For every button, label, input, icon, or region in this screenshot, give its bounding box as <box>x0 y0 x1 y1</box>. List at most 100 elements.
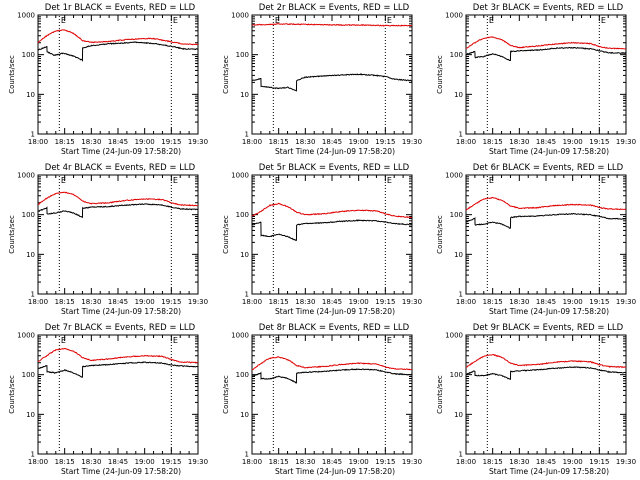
events-series-line <box>251 368 413 384</box>
x-tick-label: 18:00 <box>242 138 262 146</box>
y-tick-label: 1 <box>31 451 35 459</box>
x-tick-label: 19:15 <box>589 298 609 306</box>
x-tick-label: 18:30 <box>509 458 529 466</box>
y-axis-label: Counts/sec <box>436 55 444 94</box>
x-tick-label: 18:00 <box>456 458 476 466</box>
x-tick-label: 18:30 <box>81 138 101 146</box>
event-marker-label: E <box>61 16 66 25</box>
x-tick-label: 19:30 <box>616 458 636 466</box>
event-marker-label: E <box>275 16 280 25</box>
x-tick-label: 18:15 <box>483 298 503 306</box>
y-tick-label: 1000 <box>445 12 463 20</box>
x-tick-label: 18:15 <box>483 138 503 146</box>
y-tick-label: 10 <box>240 91 249 99</box>
y-tick-label: 1 <box>245 291 249 299</box>
x-tick-label: 19:30 <box>402 458 422 466</box>
events-series-line <box>37 203 199 219</box>
x-tick-label: 19:00 <box>349 298 369 306</box>
x-tick-label: 18:00 <box>242 298 262 306</box>
chart-panel: Det 1r BLACK = Events, RED = LLD 1 10 100 10… <box>8 3 208 156</box>
x-tick-label: 19:15 <box>375 458 395 466</box>
lld-series-line <box>465 354 627 369</box>
x-tick-label: 18:45 <box>108 138 128 146</box>
y-axis-label: Counts/sec <box>222 375 230 414</box>
x-tick-label: 19:15 <box>375 298 395 306</box>
x-tick-label: 18:15 <box>55 458 75 466</box>
event-marker-label: E <box>61 336 66 345</box>
events-series-line <box>465 46 627 62</box>
events-series-line <box>37 41 199 62</box>
event-marker-label: E <box>601 16 606 25</box>
lld-series-line <box>465 36 627 50</box>
x-tick-label: 19:30 <box>402 298 422 306</box>
y-tick-label: 10 <box>240 411 249 419</box>
x-axis-label: Start Time (24-Jun-09 17:58:20) <box>275 147 395 156</box>
chart-panel: Det 6r BLACK = Events, RED = LLD 1 10 100 10… <box>436 163 636 316</box>
x-tick-label: 19:15 <box>589 458 609 466</box>
x-tick-label: 19:00 <box>135 138 155 146</box>
x-tick-label: 18:00 <box>242 458 262 466</box>
chart-title: Det 6r BLACK = Events, RED = LLD <box>473 163 624 173</box>
y-tick-label: 1 <box>459 291 463 299</box>
y-tick-label: 10 <box>26 251 35 259</box>
x-tick-label: 19:30 <box>402 138 422 146</box>
x-tick-label: 18:00 <box>456 298 476 306</box>
x-tick-label: 19:00 <box>349 458 369 466</box>
y-tick-label: 10 <box>454 251 463 259</box>
x-tick-label: 18:30 <box>509 298 529 306</box>
x-tick-label: 18:00 <box>456 138 476 146</box>
x-axis-label: Start Time (24-Jun-09 17:58:20) <box>489 147 609 156</box>
y-tick-label: 1000 <box>231 172 249 180</box>
y-tick-label: 100 <box>236 371 249 379</box>
y-tick-label: 1 <box>459 131 463 139</box>
lld-series-line <box>37 191 199 207</box>
x-axis-label: Start Time (24-Jun-09 17:58:20) <box>275 467 395 476</box>
y-tick-label: 100 <box>236 51 249 59</box>
event-marker-label: E <box>387 176 392 185</box>
chart-title: Det 1r BLACK = Events, RED = LLD <box>45 3 196 13</box>
x-tick-label: 18:45 <box>322 298 342 306</box>
x-tick-label: 18:45 <box>108 458 128 466</box>
y-tick-label: 1000 <box>445 332 463 340</box>
y-axis-label: Counts/sec <box>222 215 230 254</box>
chart-title: Det 9r BLACK = Events, RED = LLD <box>473 323 624 333</box>
x-tick-label: 18:30 <box>509 138 529 146</box>
event-marker-label: E <box>387 336 392 345</box>
y-tick-label: 1 <box>31 291 35 299</box>
x-axis-label: Start Time (24-Jun-09 17:58:20) <box>275 307 395 316</box>
x-tick-label: 18:00 <box>28 298 48 306</box>
x-tick-label: 18:30 <box>295 458 315 466</box>
x-tick-label: 18:30 <box>81 298 101 306</box>
y-tick-label: 10 <box>454 411 463 419</box>
x-tick-label: 19:15 <box>375 138 395 146</box>
y-axis-label: Counts/sec <box>436 215 444 254</box>
event-marker-label: E <box>61 176 66 185</box>
chart-title: Det 3r BLACK = Events, RED = LLD <box>473 3 624 13</box>
x-tick-label: 19:15 <box>589 138 609 146</box>
x-tick-label: 18:30 <box>81 458 101 466</box>
chart-panel: Det 2r BLACK = Events, RED = LLD 1 10 100 10… <box>222 3 422 156</box>
x-tick-label: 19:00 <box>563 298 583 306</box>
x-tick-label: 18:45 <box>536 458 556 466</box>
y-tick-label: 1000 <box>445 172 463 180</box>
x-axis-label: Start Time (24-Jun-09 17:58:20) <box>489 307 609 316</box>
chart-title: Det 2r BLACK = Events, RED = LLD <box>259 3 410 13</box>
x-tick-label: 19:00 <box>563 138 583 146</box>
events-series-line <box>251 73 413 92</box>
event-marker-label: E <box>387 16 392 25</box>
y-tick-label: 1 <box>459 451 463 459</box>
y-tick-label: 10 <box>26 91 35 99</box>
chart-title: Det 4r BLACK = Events, RED = LLD <box>45 163 196 173</box>
event-marker-label: E <box>173 176 178 185</box>
x-tick-label: 18:15 <box>269 458 289 466</box>
y-tick-label: 100 <box>22 371 35 379</box>
y-tick-label: 1000 <box>17 332 35 340</box>
y-tick-label: 1 <box>245 131 249 139</box>
x-tick-label: 19:00 <box>563 458 583 466</box>
y-tick-label: 100 <box>450 51 463 59</box>
x-tick-label: 18:45 <box>108 298 128 306</box>
chart-panel: Det 9r BLACK = Events, RED = LLD 1 10 100 10… <box>436 323 636 476</box>
y-tick-label: 1000 <box>17 172 35 180</box>
